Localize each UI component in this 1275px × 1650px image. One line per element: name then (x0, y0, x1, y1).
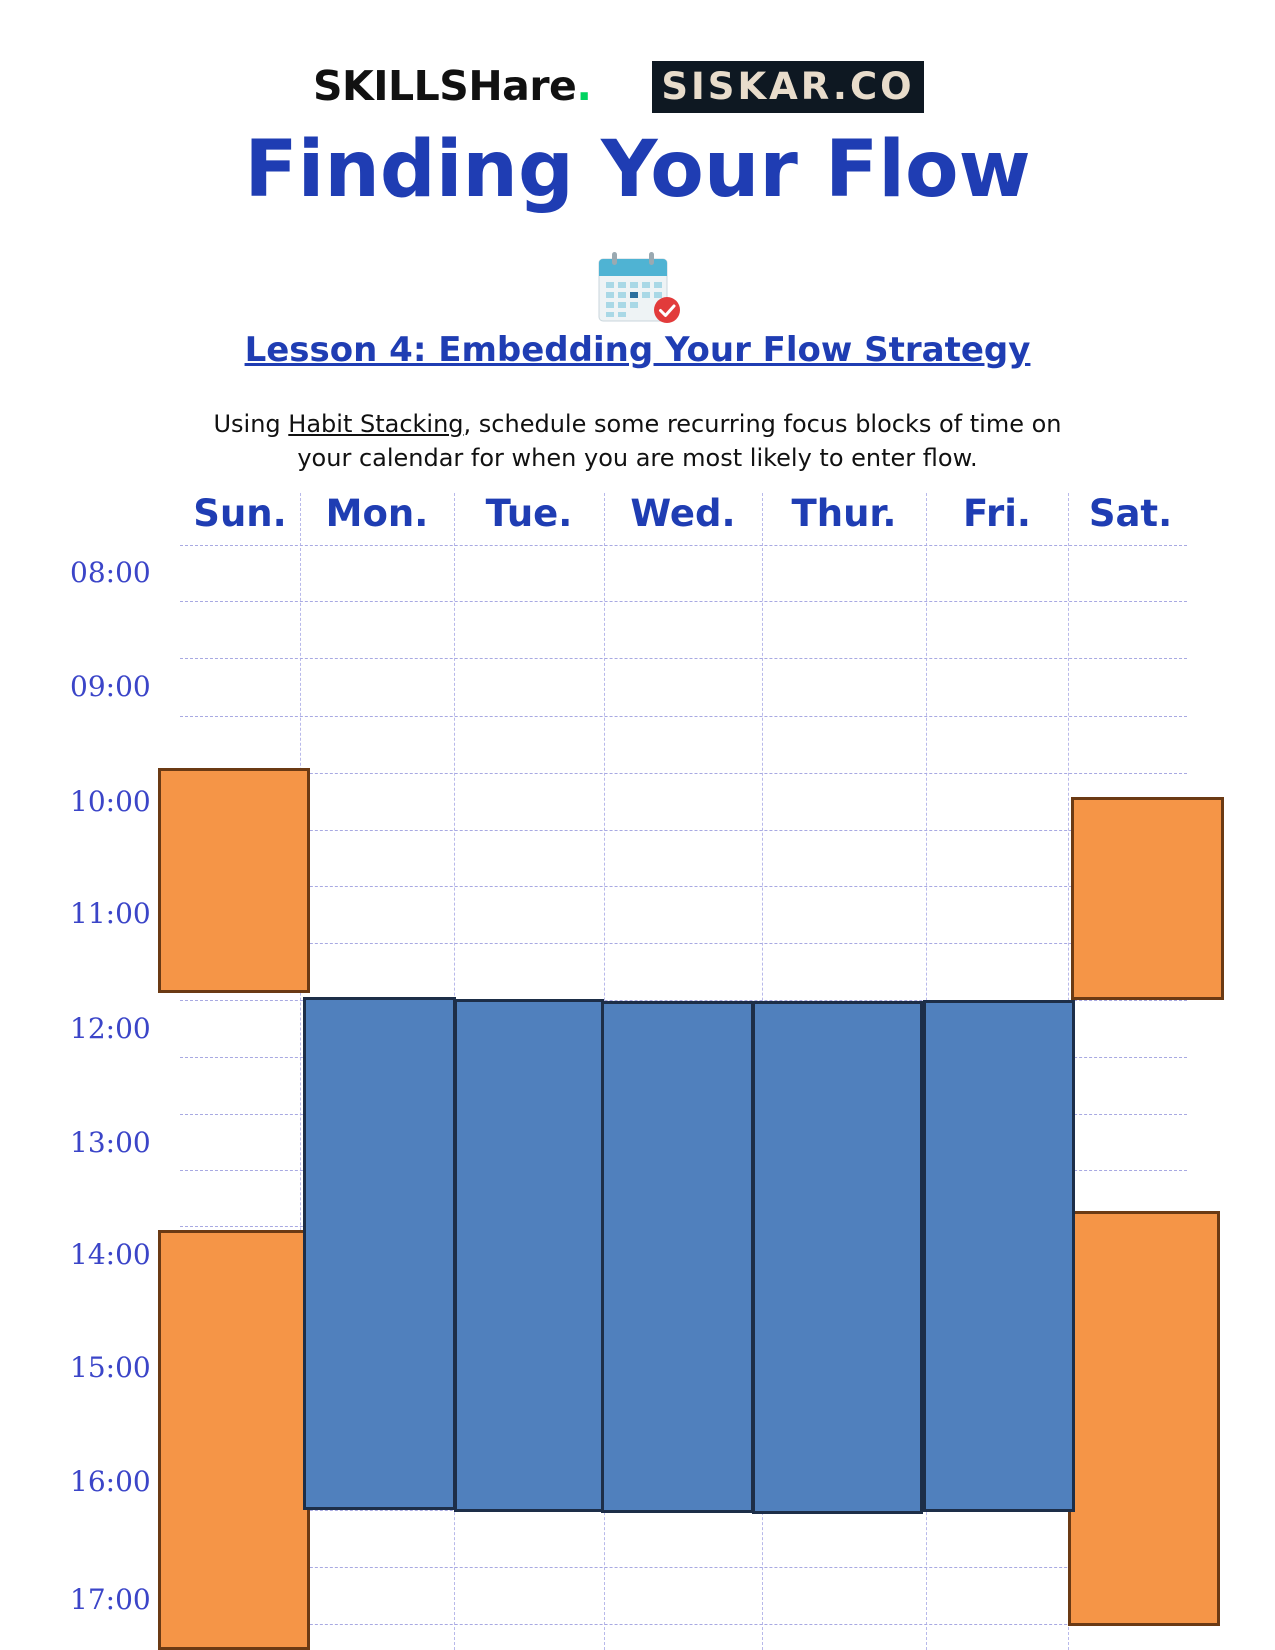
instructions-text-start: Using (213, 410, 289, 438)
day-header-wed: Wed. (630, 492, 736, 535)
siskar-logo: SISKAR.CO (652, 61, 924, 113)
day-header-sun: Sun. (193, 492, 287, 535)
grid-half-hour-line (180, 601, 1187, 602)
focus-block-sunday-morning[interactable] (158, 768, 310, 993)
hour-label-1600: 16:00 (70, 1465, 151, 1498)
hour-label-0800: 08:00 (70, 556, 151, 589)
hour-label-0900: 09:00 (70, 670, 151, 703)
focus-block-monday[interactable] (303, 997, 456, 1510)
hour-label-1300: 13:00 (70, 1126, 151, 1159)
lesson-instructions: Using Habit Stacking, schedule some recu… (190, 407, 1085, 475)
brand-logos: SKILLSHare. SISKAR.CO (0, 56, 1275, 116)
day-header-sat: Sat. (1088, 492, 1173, 535)
focus-block-sunday-afternoon[interactable] (158, 1230, 310, 1650)
grid-hour-line (180, 1567, 1187, 1568)
focus-block-thursday[interactable] (752, 1001, 923, 1514)
grid-hour-line (180, 1000, 1187, 1001)
grid-hour-line (180, 886, 1187, 887)
skillshare-logo: SKILLSHare. (313, 62, 592, 110)
focus-block-wednesday[interactable] (601, 1001, 754, 1513)
grid-half-hour-line (180, 943, 1187, 944)
day-header-thur: Thur. (791, 492, 897, 535)
grid-half-hour-line (180, 716, 1187, 717)
hour-label-1400: 14:00 (70, 1238, 151, 1271)
hour-label-1000: 10:00 (70, 785, 151, 818)
habit-stacking-link[interactable]: Habit Stacking (288, 410, 464, 438)
skillshare-dot: . (576, 62, 592, 110)
grid-hour-line (180, 545, 1187, 546)
hour-label-1500: 15:00 (70, 1351, 151, 1384)
day-header-fri: Fri. (963, 492, 1031, 535)
hour-label-1200: 12:00 (70, 1012, 151, 1045)
page-title: Finding Your Flow (244, 125, 1031, 215)
hour-label-1700: 17:00 (70, 1583, 151, 1616)
skillshare-wordmark: SKILLSHare (313, 62, 577, 110)
focus-block-saturday-afternoon[interactable] (1068, 1211, 1220, 1626)
focus-block-saturday-morning[interactable] (1071, 797, 1224, 1000)
focus-block-friday[interactable] (923, 1000, 1075, 1512)
focus-block-tuesday[interactable] (454, 999, 604, 1512)
grid-hour-line (180, 658, 1187, 659)
grid-hour-line (180, 773, 1187, 774)
instructions-text-end: , schedule some recurring focus blocks o… (297, 410, 1062, 472)
grid-half-hour-line (180, 1624, 1187, 1625)
day-header-tue: Tue. (485, 492, 573, 535)
grid-column-divider (300, 493, 301, 1650)
hour-label-1100: 11:00 (70, 897, 151, 930)
calendar-check-icon (597, 251, 681, 325)
lesson-heading: Lesson 4: Embedding Your Flow Strategy (244, 330, 1031, 370)
day-header-mon: Mon. (325, 492, 429, 535)
grid-half-hour-line (180, 830, 1187, 831)
